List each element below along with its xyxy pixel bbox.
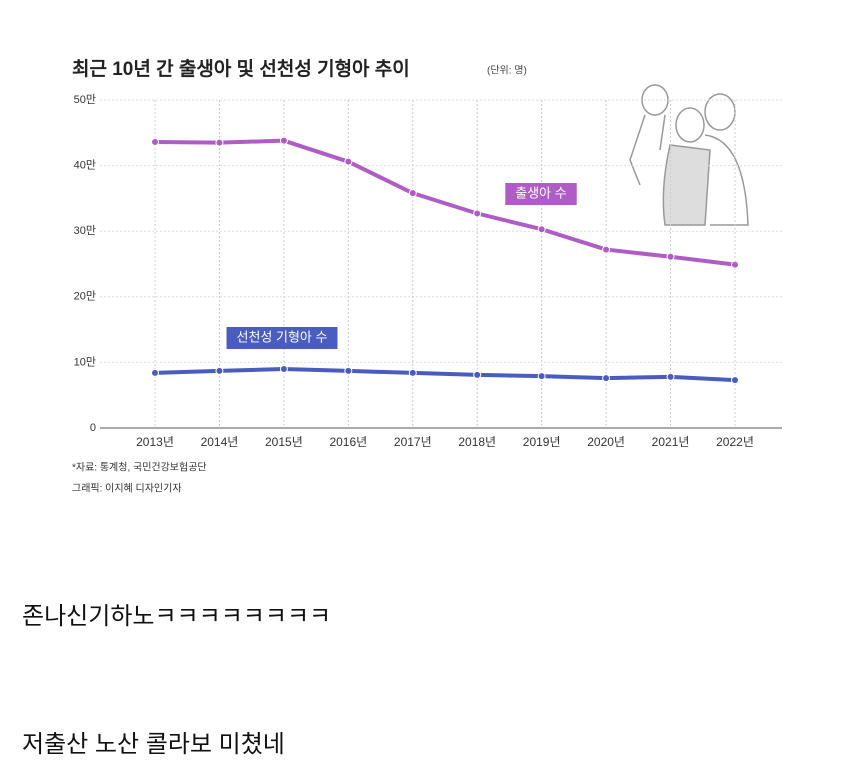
legend-label: 출생아 수: [515, 185, 566, 200]
comment: 존나신기하노ㅋㅋㅋㅋㅋㅋㅋㅋ: [22, 603, 332, 630]
chart: 최근 10년 간 출생아 및 선천성 기형아 추이 (단위: 명) *자료: 통…: [72, 58, 782, 495]
source: *자료: 통계청, 국민건강보험공단: [72, 462, 207, 474]
y-tick-label: 50만: [74, 93, 96, 106]
point: [602, 374, 611, 383]
point: [279, 136, 288, 145]
series-line: [154, 138, 736, 267]
x-tick-label: 2022년: [716, 435, 754, 449]
x-tick-label: 2017년: [394, 435, 432, 449]
point: [537, 372, 546, 381]
point: [408, 189, 417, 198]
x-tick-label: 2019년: [523, 435, 561, 449]
point: [215, 138, 224, 147]
y-tick-label: 30만: [74, 224, 96, 237]
y-tick-label: 0: [90, 422, 96, 434]
x-tick-label: 2013년: [136, 435, 174, 449]
y-tick-label: 10만: [74, 355, 96, 368]
point: [151, 137, 159, 146]
illustration: [629, 84, 749, 226]
x-tick-label: 2015년: [265, 435, 303, 449]
point: [344, 157, 353, 166]
point: [666, 372, 675, 381]
legend-box: [505, 183, 577, 205]
legend-label: 선천성 기형아 수: [237, 329, 328, 344]
point: [408, 368, 417, 377]
chart-title: 최근 10년 간 출생아 및 선천성 기형아 추이: [72, 58, 410, 80]
unit-note: (단위: 명): [487, 64, 527, 77]
comment: 저출산 노산 콜라보 미쳤네: [22, 731, 285, 758]
series-line: [154, 366, 736, 383]
legend-item: 출생아 수: [505, 183, 577, 205]
x-tick-label: 2021년: [652, 435, 690, 449]
x-tick-label: 2014년: [201, 435, 239, 449]
legend-box: [226, 327, 338, 349]
point: [151, 368, 159, 377]
point: [473, 209, 482, 218]
point: [537, 225, 546, 234]
x-tick-label: 2018년: [458, 435, 496, 449]
point: [602, 245, 611, 254]
legend-item: 선천성 기형아 수: [226, 327, 338, 349]
point: [731, 260, 739, 269]
y-tick-label: 20만: [74, 290, 96, 303]
point: [344, 366, 353, 375]
point: [473, 370, 482, 379]
x-tick-label: 2020년: [587, 435, 625, 449]
point: [279, 364, 288, 373]
x-tick-label: 2016년: [329, 435, 367, 449]
credit: 그래픽: 이지혜 디자인기자: [72, 483, 182, 495]
point: [731, 376, 739, 385]
point: [666, 252, 675, 261]
y-tick-label: 40만: [74, 159, 96, 172]
point: [215, 366, 224, 375]
